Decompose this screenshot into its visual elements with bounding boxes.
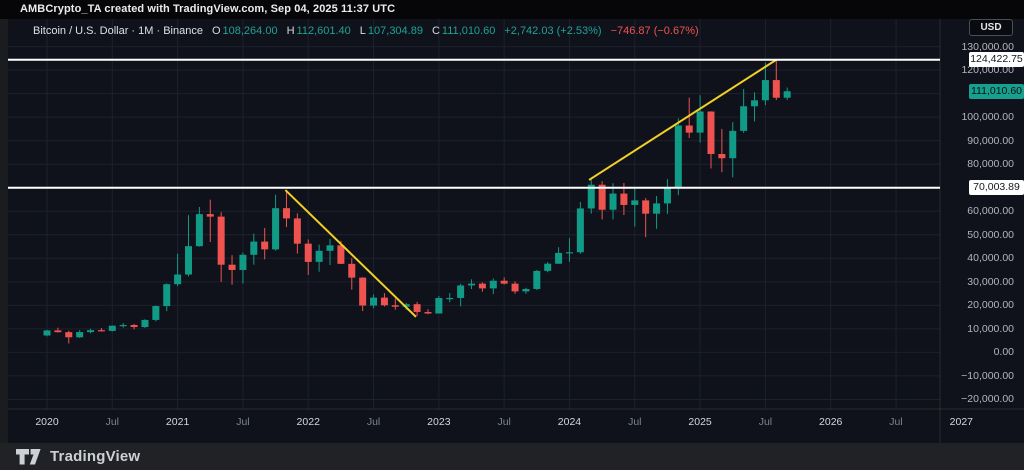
time-axis-label: 2022 — [296, 416, 320, 428]
price-axis-label: 50,000.00 — [967, 228, 1014, 241]
secondary-change-value: −746.87 (−0.67%) — [610, 24, 699, 37]
tradingview-brand[interactable]: TradingView — [50, 448, 141, 465]
price-line-label: 70,003.89 — [969, 180, 1024, 196]
last-price-label: 111,010.60 — [969, 83, 1024, 99]
price-axis-label: 130,000.00 — [961, 40, 1014, 53]
attribution-text: AMBCrypto_TA created with TradingView.co… — [20, 3, 396, 15]
grid-lines — [8, 19, 1024, 443]
price-axis-label: 30,000.00 — [967, 275, 1014, 288]
attribution-bar: AMBCrypto_TA created with TradingView.co… — [0, 0, 1024, 19]
time-axis-label: Jul — [366, 416, 381, 428]
footer-bar: TradingView — [0, 443, 1024, 470]
symbol-title[interactable]: Bitcoin / U.S. Dollar · 1M · Binance — [33, 24, 203, 37]
change-value: +2,742.03 (+2.53%) — [504, 24, 602, 37]
time-axis-label: Jul — [889, 416, 903, 428]
price-axis-label: 120,000.00 — [961, 64, 1014, 77]
price-axis-label: 100,000.00 — [961, 111, 1014, 124]
ohlc-low: L 107,304.89 — [359, 24, 423, 37]
time-axis-label: Jul — [497, 416, 511, 428]
candlestick-chart-canvas[interactable] — [8, 19, 1024, 443]
candlestick-series[interactable] — [43, 59, 791, 344]
symbol-legend: Bitcoin / U.S. Dollar · 1M · Binance O 10… — [33, 23, 699, 38]
time-axis-label: Jul — [758, 416, 773, 428]
ohlc-high: H 112,601.40 — [286, 24, 351, 37]
price-axis-label: 60,000.00 — [967, 205, 1014, 218]
time-axis-label: 2021 — [165, 416, 190, 428]
time-axis-label: 2027 — [949, 416, 973, 428]
ohlc-close: C 111,010.60 — [431, 24, 496, 37]
price-axis-label: 0.00 — [993, 346, 1014, 359]
chart-panel[interactable]: Bitcoin / U.S. Dollar · 1M · Binance O 10… — [8, 19, 1024, 443]
time-axis-label: 2020 — [35, 416, 59, 428]
time-axis-label: Jul — [236, 416, 250, 428]
price-axis-label: 90,000.00 — [967, 134, 1014, 147]
price-axis-label: 20,000.00 — [967, 299, 1014, 312]
time-axis-label: 2023 — [427, 416, 451, 428]
tradingview-logo-icon[interactable] — [16, 448, 42, 465]
ohlc-open: O 108,264.00 — [211, 24, 278, 37]
price-axis-label: −20,000.00 — [961, 393, 1014, 406]
time-axis-label: Jul — [628, 416, 642, 428]
time-axis-label: 2026 — [819, 416, 843, 428]
ascending-trendline[interactable] — [588, 58, 777, 181]
time-axis-label: 2025 — [688, 416, 712, 428]
price-axis-label: 80,000.00 — [967, 158, 1014, 171]
descending-trendline[interactable] — [284, 189, 417, 318]
price-line-label: 124,422.75 — [969, 52, 1024, 68]
time-axis-label: 2024 — [557, 416, 582, 428]
price-axis-label: −10,000.00 — [961, 369, 1014, 382]
time-axis-label: Jul — [105, 416, 120, 428]
currency-toggle-button[interactable]: USD — [969, 19, 1013, 36]
price-axis-label: 40,000.00 — [967, 252, 1014, 265]
price-axis-label: 10,000.00 — [967, 322, 1014, 335]
